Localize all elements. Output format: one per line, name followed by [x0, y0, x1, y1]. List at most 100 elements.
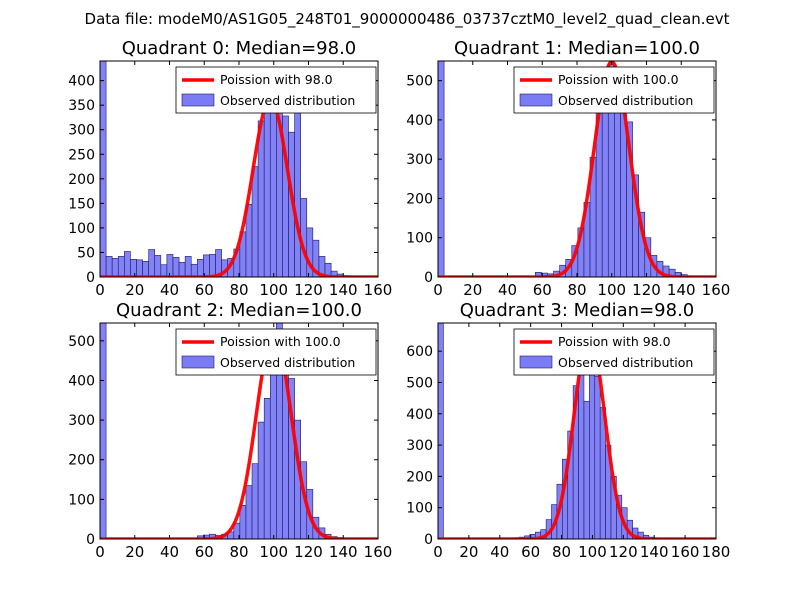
y-tick-label: 100 [406, 231, 433, 247]
histogram-bar [257, 421, 265, 539]
legend-bar-swatch [181, 93, 215, 107]
histogram-bar [251, 463, 259, 539]
legend: Poission with 98.0 Observed distribution [175, 66, 377, 114]
histogram-bar [124, 251, 131, 277]
histogram-bar [111, 258, 119, 277]
histogram-bar [257, 120, 265, 277]
y-tick-label: 50 [77, 245, 95, 261]
histogram-bar [263, 397, 271, 539]
legend-bar-swatch [181, 355, 215, 369]
y-tick-label: 500 [406, 375, 433, 391]
plot-area [438, 61, 716, 277]
histogram-bar [209, 254, 216, 277]
poisson-curve [438, 61, 716, 277]
x-tick-label: 0 [95, 281, 105, 299]
histogram-bar [197, 259, 204, 277]
y-tick-label: 150 [68, 196, 95, 212]
histogram-bar [594, 375, 601, 539]
y-tick-label: 400 [68, 373, 95, 389]
x-tick-label: 0 [95, 543, 105, 561]
histogram-bar [294, 110, 301, 277]
y-tick-label: 200 [68, 453, 95, 469]
histogram-bar [136, 259, 143, 277]
legend-line-label: Poission with 98.0 [220, 72, 333, 87]
x-tick-label: 80 [229, 543, 248, 561]
y-tick-label: 400 [68, 74, 95, 90]
histogram-bar [269, 92, 277, 277]
histogram-bar [438, 323, 444, 539]
panel-title: Quadrant 2: Median=100.0 [116, 300, 362, 321]
histogram-bar [245, 485, 253, 539]
x-tick-label: 100 [597, 281, 626, 299]
x-tick-label: 40 [498, 281, 517, 299]
x-tick-label: 60 [195, 543, 214, 561]
panel-title: Quadrant 3: Median=98.0 [460, 300, 695, 321]
legend-box [513, 328, 715, 376]
histogram-bar [178, 261, 186, 277]
legend-bar-label: Observed distribution [558, 355, 693, 370]
quadrant-1-panel: 0 20 40 60 80 100 120 140 160 0 100 200 300 400 500 Qua… [406, 38, 730, 299]
y-tick-label: 500 [406, 74, 433, 90]
legend-line-label: Poission with 100.0 [220, 334, 341, 349]
x-tick-label: 120 [609, 543, 638, 561]
y-tick-label: 300 [68, 413, 95, 429]
y-tick-label: 250 [68, 147, 95, 163]
histogram-bar [601, 90, 609, 277]
histogram-bar [190, 263, 198, 277]
quadrant-2-panel: 0 20 40 60 80 100 120 140 160 0 100 200 300 400 500 Qua… [68, 300, 392, 561]
histogram-bar [130, 259, 137, 277]
plot-area [100, 323, 378, 539]
x-tick-label: 60 [521, 543, 540, 561]
x-tick-label: 0 [433, 543, 443, 561]
x-tick-label: 0 [433, 281, 443, 299]
x-tick-label: 100 [578, 543, 607, 561]
x-tick-label: 120 [632, 281, 661, 299]
x-tick-label: 80 [552, 543, 571, 561]
legend-line-label: Poission with 98.0 [558, 334, 671, 349]
legend: Poission with 100.0 Observed distribution [513, 66, 715, 114]
x-tick-label: 20 [459, 543, 478, 561]
x-tick-label: 20 [463, 281, 482, 299]
x-tick-label: 140 [329, 543, 358, 561]
x-tick-label: 20 [125, 543, 144, 561]
histogram-bar [589, 347, 596, 539]
x-tick-label: 120 [294, 543, 323, 561]
x-tick-label: 140 [329, 281, 358, 299]
figure-title: Data file: modeM0/AS1G05_248T01_90000004… [85, 10, 730, 29]
y-tick-label: 200 [406, 469, 433, 485]
histogram-bar [583, 400, 590, 539]
legend: Poission with 100.0 Observed distribution [175, 328, 377, 376]
histogram-bar [269, 366, 277, 539]
legend: Poission with 98.0 Observed distribution [513, 328, 715, 376]
x-tick-label: 180 [702, 543, 731, 561]
x-tick-label: 40 [160, 281, 179, 299]
legend-bar-swatch [519, 355, 553, 369]
y-tick-label: 200 [68, 172, 95, 188]
legend-line-label: Poission with 100.0 [558, 72, 679, 87]
y-tick-label: 200 [406, 191, 433, 207]
legend-bar-label: Observed distribution [220, 93, 355, 108]
histogram-bar [105, 256, 113, 277]
histogram-bar [100, 323, 107, 539]
histogram-bar [614, 88, 621, 277]
poisson-curve [100, 331, 378, 539]
panel-title: Quadrant 0: Median=98.0 [122, 38, 357, 59]
histogram-bar [263, 107, 271, 277]
y-tick-label: 300 [406, 152, 433, 168]
histogram-bar [251, 166, 259, 277]
y-tick-label: 600 [406, 344, 433, 360]
panel-title: Quadrant 1: Median=100.0 [454, 38, 700, 59]
y-tick-label: 300 [68, 123, 95, 139]
y-tick-label: 400 [406, 113, 433, 129]
y-tick-label: 100 [68, 492, 95, 508]
x-tick-label: 80 [229, 281, 248, 299]
x-tick-label: 40 [490, 543, 509, 561]
histogram-bar [100, 61, 107, 277]
x-tick-label: 60 [195, 281, 214, 299]
legend-bar-swatch [519, 93, 553, 107]
x-tick-label: 140 [667, 281, 696, 299]
quadrant-3-panel: 0 20 40 60 80 100 120 140 160 1800100200300400500… [406, 300, 730, 561]
histogram-bar [117, 256, 125, 277]
histogram-bar [154, 255, 162, 277]
